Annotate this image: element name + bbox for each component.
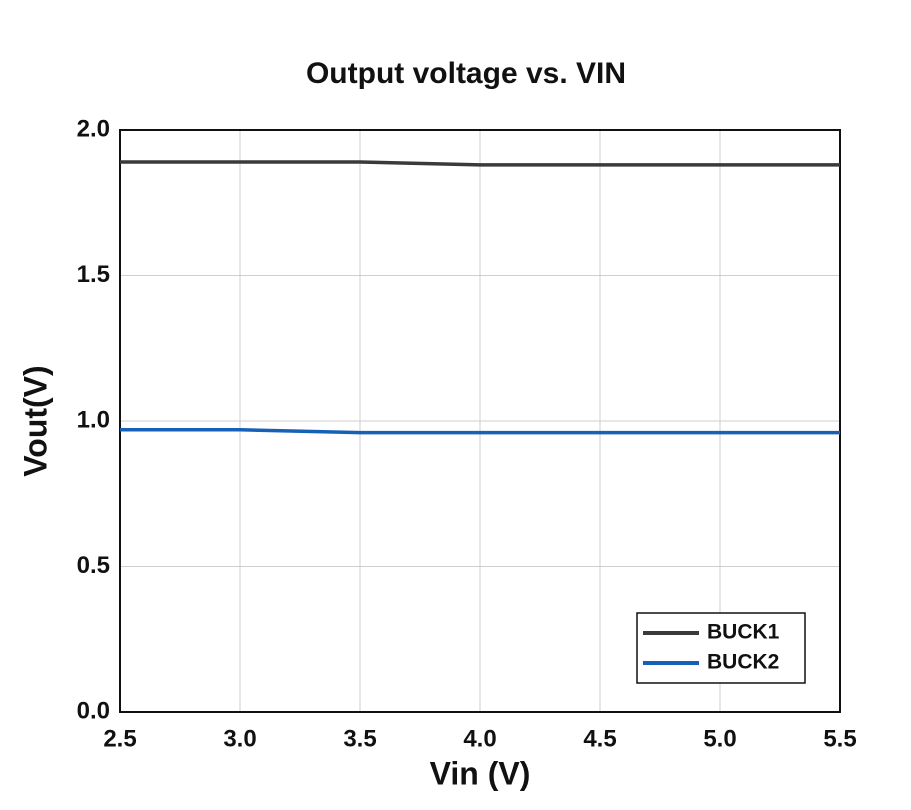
legend-box <box>636 612 806 684</box>
y-tick-label: 0.5 <box>77 552 110 579</box>
y-axis-label: Vout(V) <box>17 365 53 476</box>
x-tick-label: 3.5 <box>343 725 376 752</box>
x-tick-label: 5.5 <box>823 725 856 752</box>
x-tick-label: 4.5 <box>583 725 616 752</box>
plot-frame <box>119 129 841 713</box>
x-tick-label: 3.0 <box>223 725 256 752</box>
y-tick-label: 2.0 <box>77 115 110 142</box>
series-line <box>120 160 840 167</box>
x-axis-label: Vin (V) <box>430 755 531 791</box>
legend-label: BUCK2 <box>707 651 779 674</box>
x-tick-label: 5.0 <box>703 725 736 752</box>
x-tick-label: 4.0 <box>463 725 496 752</box>
x-tick-label: 2.5 <box>103 725 136 752</box>
chart-title: Output voltage vs. VIN <box>306 57 626 90</box>
y-tick-label: 1.0 <box>77 406 110 433</box>
legend-label: BUCK1 <box>707 621 780 644</box>
y-tick-label: 0.0 <box>77 697 110 724</box>
y-tick-label: 1.5 <box>77 261 110 288</box>
series-line <box>120 427 840 435</box>
